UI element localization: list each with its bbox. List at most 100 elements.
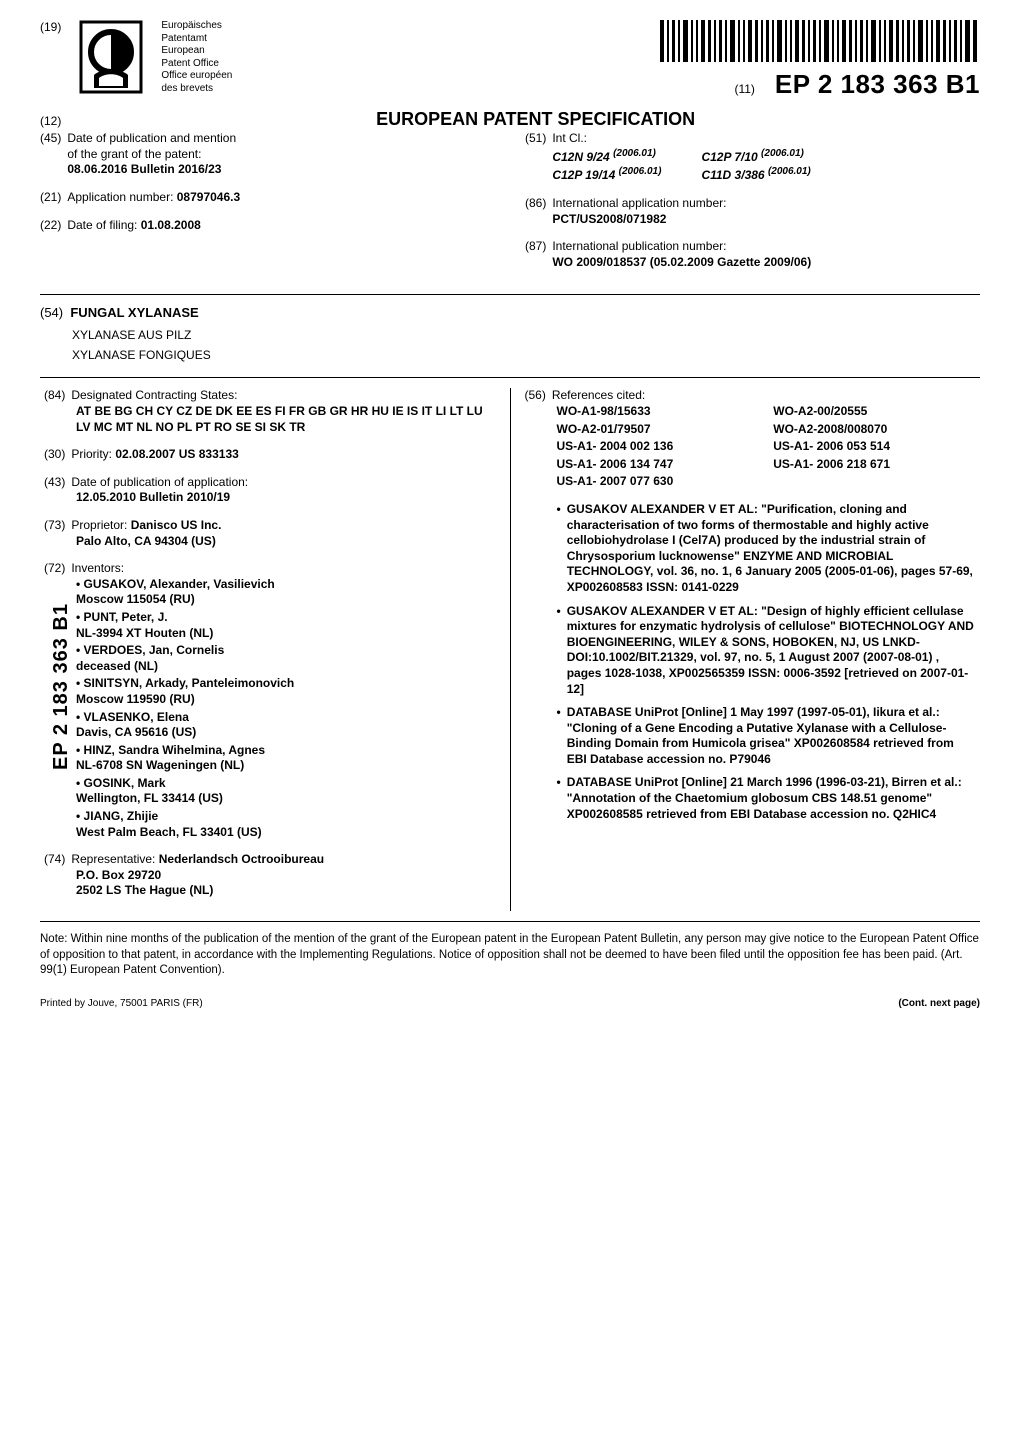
- office-label-line: des brevets: [161, 83, 232, 96]
- ipc-item: C12P 7/10 (2006.01): [701, 147, 810, 166]
- field-num: (43): [44, 475, 65, 491]
- top-left-col: (45) Date of publication and mention of …: [40, 131, 495, 282]
- title-de: XYLANASE AUS PILZ: [72, 328, 980, 344]
- field-30: (30) Priority: 02.08.2007 US 833133: [44, 447, 496, 463]
- field-43: (43)Date of publication of application: …: [44, 475, 496, 506]
- field-86-val: PCT/US2008/071982: [552, 212, 666, 226]
- field-73-label: Proprietor:: [71, 518, 127, 532]
- field-21: (21) Application number: 08797046.3: [40, 190, 495, 206]
- field-num: (21): [40, 190, 61, 206]
- patent-refs-grid: WO-A1-98/15633WO-A2-00/20555WO-A2-01/795…: [557, 404, 977, 490]
- field-body: Date of filing: 01.08.2008: [67, 218, 495, 234]
- field-56: (56) References cited: WO-A1-98/15633 WO-A…: [525, 388, 977, 490]
- field-body: Application number: 08797046.3: [67, 190, 495, 206]
- field-30-val: 02.08.2007 US 833133: [115, 447, 238, 461]
- field-86-label: International application number:: [552, 196, 726, 210]
- ipc-item: C11D 3/386 (2006.01): [701, 165, 810, 184]
- inventor-item: • VERDOES, Jan, Cornelisdeceased (NL): [76, 643, 496, 674]
- field-num: (22): [40, 218, 61, 234]
- npl-ref: •GUSAKOV ALEXANDER V ET AL: "Purificatio…: [557, 502, 977, 596]
- field-num-11: (11): [734, 82, 754, 98]
- inventor-item: • SINITSYN, Arkady, PanteleimonovichMosc…: [76, 676, 496, 707]
- office-label-line: European: [161, 45, 232, 58]
- field-num: (45): [40, 131, 61, 178]
- field-21-label: Application number:: [67, 190, 173, 204]
- field-72: (72)Inventors: • GUSAKOV, Alexander, Vas…: [44, 561, 496, 840]
- patent-ref: [773, 474, 976, 490]
- patent-ref: US-A1- 2006 134 747: [557, 457, 760, 473]
- field-45-l3: 08.06.2016 Bulletin 2016/23: [67, 162, 221, 176]
- ipc-item: C12N 9/24 (2006.01): [552, 147, 661, 166]
- field-84: (84)Designated Contracting States: AT BE…: [44, 388, 496, 435]
- ipc-col: C12P 7/10 (2006.01) C11D 3/386 (2006.01): [701, 147, 810, 184]
- field-body: Int Cl.: C12N 9/24 (2006.01) C12P 19/14 …: [552, 131, 980, 184]
- ipc-grid: C12N 9/24 (2006.01) C12P 19/14 (2006.01)…: [552, 147, 980, 184]
- publication-number-line: (11) EP 2 183 363 B1: [734, 68, 980, 102]
- field-num: (73): [44, 518, 65, 534]
- field-body: International publication number: WO 200…: [552, 239, 980, 270]
- field-22: (22) Date of filing: 01.08.2008: [40, 218, 495, 234]
- field-body: International application number: PCT/US…: [552, 196, 980, 227]
- biblio-right: (56) References cited: WO-A1-98/15633 WO-A…: [521, 388, 981, 911]
- inventor-item: • JIANG, ZhijieWest Palm Beach, FL 33401…: [76, 809, 496, 840]
- field-74-l1: P.O. Box 29720: [76, 868, 496, 884]
- barcode-icon: [660, 20, 980, 62]
- field-74-label: Representative:: [71, 852, 155, 866]
- field-56-label: References cited:: [552, 388, 645, 404]
- doc-title-row: (12) EUROPEAN PATENT SPECIFICATION: [40, 108, 980, 131]
- field-43-val: 12.05.2010 Bulletin 2010/19: [76, 490, 496, 506]
- title-main-row: (54) FUNGAL XYLANASE: [40, 305, 980, 322]
- title-fr: XYLANASE FONGIQUES: [72, 348, 980, 364]
- patent-ref: WO-A2-00/20555: [773, 404, 976, 420]
- logo-group: (19) Europäisches Patentamt European Pat…: [40, 20, 232, 95]
- patent-ref: US-A1- 2004 002 136: [557, 439, 760, 455]
- doc-title: EUROPEAN PATENT SPECIFICATION: [91, 108, 980, 131]
- patent-ref: WO-A2-2008/008070: [773, 422, 976, 438]
- field-73-name: Danisco US Inc.: [131, 518, 222, 532]
- inventor-item: • HINZ, Sandra Wihelmina, AgnesNL-6708 S…: [76, 743, 496, 774]
- field-87: (87) International publication number: W…: [525, 239, 980, 270]
- spine-pub-number: EP 2 183 363 B1: [48, 603, 74, 770]
- field-87-label: International publication number:: [552, 239, 726, 253]
- inventor-item: • GOSINK, MarkWellington, FL 33414 (US): [76, 776, 496, 807]
- field-22-val: 01.08.2008: [141, 218, 201, 232]
- field-num: (56): [525, 388, 546, 404]
- patent-ref: US-A1- 2006 218 671: [773, 457, 976, 473]
- field-74: (74) Representative: Nederlandsch Octroo…: [44, 852, 496, 899]
- field-num: (72): [44, 561, 65, 577]
- column-divider: [510, 388, 511, 911]
- field-num: (74): [44, 852, 65, 868]
- field-body: Proprietor: Danisco US Inc.: [71, 518, 221, 534]
- office-label-line: Patentamt: [161, 33, 232, 46]
- field-num-12: (12): [40, 114, 61, 130]
- office-label-line: Office européen: [161, 70, 232, 83]
- field-num: (51): [525, 131, 546, 184]
- field-73-addr: Palo Alto, CA 94304 (US): [76, 534, 496, 550]
- field-86: (86) International application number: P…: [525, 196, 980, 227]
- npl-ref: •GUSAKOV ALEXANDER V ET AL: "Design of h…: [557, 604, 977, 698]
- footer-printer: Printed by Jouve, 75001 PARIS (FR): [40, 997, 203, 1010]
- field-num: (87): [525, 239, 546, 270]
- field-84-label: Designated Contracting States:: [71, 388, 237, 404]
- footer-cont: (Cont. next page): [898, 997, 980, 1010]
- footer: Printed by Jouve, 75001 PARIS (FR) (Cont…: [40, 997, 980, 1010]
- biblio-two-col: (84)Designated Contracting States: AT BE…: [40, 388, 980, 922]
- field-num: (84): [44, 388, 65, 404]
- ipc-item: C12P 19/14 (2006.01): [552, 165, 661, 184]
- field-51: (51) Int Cl.: C12N 9/24 (2006.01) C12P 1…: [525, 131, 980, 184]
- field-30-label: Priority:: [71, 447, 112, 461]
- patent-ref: WO-A1-98/15633: [557, 404, 760, 420]
- inventor-list: • GUSAKOV, Alexander, VasilievichMoscow …: [76, 577, 496, 841]
- field-43-label: Date of publication of application:: [71, 475, 248, 491]
- field-num-19: (19): [40, 20, 61, 36]
- field-87-val: WO 2009/018537 (05.02.2009 Gazette 2009/…: [552, 255, 811, 269]
- top-meta: (45) Date of publication and mention of …: [40, 131, 980, 295]
- field-body: Representative: Nederlandsch Octrooibure…: [71, 852, 324, 868]
- ipc-col: C12N 9/24 (2006.01) C12P 19/14 (2006.01): [552, 147, 661, 184]
- field-body: Priority: 02.08.2007 US 833133: [71, 447, 238, 463]
- header-row: (19) Europäisches Patentamt European Pat…: [40, 20, 980, 102]
- patent-ref: US-A1- 2007 077 630: [557, 474, 760, 490]
- field-num: (30): [44, 447, 65, 463]
- top-right-col: (51) Int Cl.: C12N 9/24 (2006.01) C12P 1…: [525, 131, 980, 282]
- field-22-label: Date of filing:: [67, 218, 137, 232]
